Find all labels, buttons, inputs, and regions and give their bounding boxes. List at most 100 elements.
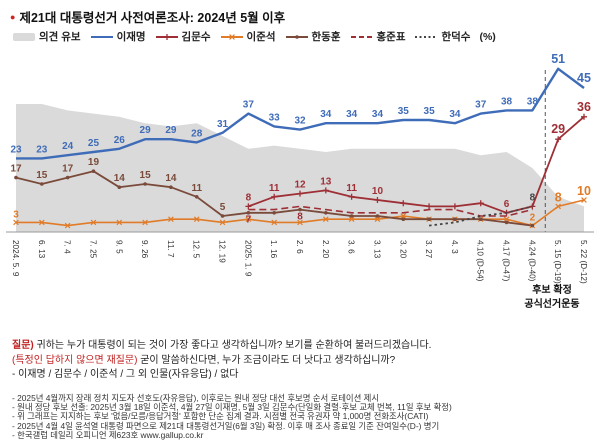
question-line-1: 질문) 귀하는 누가 대통령이 되는 것이 가장 좋다고 생각하십니까? 보기를… xyxy=(12,339,431,354)
title-text: 제21대 대통령선거 사전여론조사: 2024년 5월 이후 xyxy=(19,11,286,25)
kim_moonsoo-value-label: 6 xyxy=(504,199,510,210)
x-axis-labels: 2024. 5. 9 6. 13 7. 4 7. 25 9. 5 9. 26 11. 7 12… xyxy=(11,240,588,284)
lee_jaemyung-value-label: 51 xyxy=(551,52,565,66)
lee_junseok-swatch-icon xyxy=(220,33,243,40)
lee_jaemyung-swatch-icon xyxy=(90,35,113,38)
x-axis-label: 3. 27 xyxy=(424,240,433,259)
legend-label: 의견 유보 xyxy=(39,31,81,43)
lee_jaemyung-value-label: 45 xyxy=(577,71,591,85)
hong_joonpyo-swatch-icon xyxy=(350,35,373,38)
x-axis-label: 7. 4 xyxy=(63,240,72,254)
lee_jaemyung-value-label: 34 xyxy=(449,109,461,120)
lee_junseok-markers xyxy=(13,197,587,229)
han_ducksoo-line xyxy=(428,205,533,227)
lee_jaemyung-value-label: 34 xyxy=(372,109,384,120)
lee_jaemyung-value-label: 37 xyxy=(243,100,255,111)
legend-label: 한덕수 xyxy=(441,31,471,43)
kim_moonsoo-markers xyxy=(245,113,587,216)
lee_jaemyung-value-label: 23 xyxy=(36,144,48,155)
han_donghoon-value-label: 15 xyxy=(36,170,48,181)
x-axis-label: 4.24 (D-40) xyxy=(527,240,536,282)
han_donghoon-value-label: 14 xyxy=(114,173,126,184)
x-axis-label: 4.17 (D-47) xyxy=(502,240,511,282)
footnotes: - 2025년 4월까지 장래 정치 지도자 선호도(자유응답), 이후로는 원… xyxy=(12,393,452,440)
kim_moonsoo-value-label: 10 xyxy=(372,186,384,197)
han_ducksoo-value-labels: 8 xyxy=(530,192,536,203)
campaign-annotation: 후보 확정 공식선거운동 xyxy=(500,284,600,312)
han_ducksoo-value-label: 8 xyxy=(530,192,536,203)
x-axis-label: 9. 5 xyxy=(114,240,123,254)
lee_junseok-value-labels: 3 2 8 10 xyxy=(13,184,591,224)
lee_junseok-value-label: 10 xyxy=(577,184,591,198)
lee_jaemyung-value-label: 26 xyxy=(114,135,126,146)
title-bullet-icon: ● xyxy=(10,12,16,22)
lee_jaemyung-value-label: 34 xyxy=(320,109,332,120)
x-axis-label: 5. 15 (D-19) xyxy=(553,240,562,284)
x-axis-label: 5. 22 (D-12) xyxy=(579,240,588,284)
hong_joonpyo-value-label: 8 xyxy=(297,211,303,222)
footnote-line: - 2025년 4월 4일 윤석열 대통령 파면으로 제21대 대통령선거일(6… xyxy=(12,420,440,431)
han_donghoon-value-labels: 17 15 17 19 14 15 14 11 5 xyxy=(10,157,225,213)
x-axis-label: 3. 6 xyxy=(347,240,356,254)
hong_joonpyo-line xyxy=(248,205,533,217)
lee_jaemyung-value-label: 34 xyxy=(346,109,358,120)
legend-label: 홍준표 xyxy=(376,31,406,43)
lee_jaemyung-value-label: 37 xyxy=(475,100,487,111)
kim_moonsoo-value-label: 13 xyxy=(320,176,332,187)
x-axis-label: 2. 20 xyxy=(321,240,330,259)
lee_junseok-value-label: 2 xyxy=(530,213,536,224)
legend-label: 이준석 xyxy=(246,31,276,43)
lee_jaemyung-value-label: 25 xyxy=(88,138,100,149)
han_donghoon-value-label: 15 xyxy=(140,170,152,181)
x-axis-label: 2. 6 xyxy=(295,240,304,254)
x-axis-label: 1. 16 xyxy=(269,240,278,259)
legend-item-lee_jaemyung: 이재명 xyxy=(90,29,146,44)
lee_jaemyung-line xyxy=(16,67,585,160)
question-prefix: 질문) xyxy=(12,340,34,351)
lee_jaemyung-value-labels: 23 23 24 25 26 29 29 28 31 37 33 32 34 34 34 35 35 34 37 38… xyxy=(10,52,591,156)
page-title: ● 제21대 대통령선거 사전여론조사: 2024년 5월 이후 xyxy=(10,7,285,26)
official-campaign-label: 공식선거운동 xyxy=(524,299,580,310)
x-axis-label: 12. 5 xyxy=(192,240,201,259)
han_donghoon-markers xyxy=(14,169,535,228)
legend-label: 한동훈 xyxy=(311,31,341,43)
lee_jaemyung-value-label: 24 xyxy=(62,141,74,152)
kim_moonsoo-value-label: 29 xyxy=(551,122,565,136)
x-axis-label: 12. 19 xyxy=(218,240,227,263)
lee_jaemyung-value-label: 33 xyxy=(269,112,281,123)
hong_joonpyo-value-label: 7 xyxy=(246,215,252,226)
kim_moonsoo-swatch-icon xyxy=(155,33,178,40)
question-text: 귀하는 누가 대통령이 되는 것이 가장 좋다고 생각하십니까? 보기를 순환하… xyxy=(36,340,432,351)
x-axis-label: 4. 3 xyxy=(450,240,459,254)
survey-question: 질문) 귀하는 누가 대통령이 되는 것이 가장 좋다고 생각하십니까? 보기를… xyxy=(12,339,431,383)
question-line-2: (특정인 답하지 않으면 재질문) 굳이 말씀하신다면, 누가 조금이라도 더 … xyxy=(12,354,431,369)
lee_jaemyung-value-label: 31 xyxy=(217,119,229,130)
han_donghoon-swatch-icon xyxy=(285,34,308,39)
lee_jaemyung-value-label: 32 xyxy=(294,116,306,127)
lee_jaemyung-value-label: 38 xyxy=(527,96,539,107)
lee_jaemyung-value-label: 35 xyxy=(424,106,436,117)
kim_moonsoo-value-label: 36 xyxy=(577,100,591,114)
legend-item-hong_joonpyo: 홍준표 xyxy=(350,29,406,44)
requestion-text: 굳이 말씀하신다면, 누가 조금이라도 더 낫다고 생각하십니까? xyxy=(140,354,396,366)
lee_jaemyung-value-label: 38 xyxy=(501,96,513,107)
footnote-line: - 한국갤럽 데일리 오피니언 제623호 www.gallup.co.kr xyxy=(12,429,204,440)
han_donghoon-value-label: 14 xyxy=(165,173,177,184)
han_donghoon-value-label: 17 xyxy=(62,164,74,175)
legend-item-kim_moonsoo: 김문수 xyxy=(155,29,211,44)
legend-unit: (%) xyxy=(479,30,496,43)
question-options: - 이재명 / 김문수 / 이준석 / 그 외 인물(자유응답) / 없다 xyxy=(12,369,239,380)
x-axis-label: 2025. 1. 9 xyxy=(243,240,252,277)
kim_moonsoo-value-label: 12 xyxy=(294,180,306,191)
lee_junseok-value-label: 8 xyxy=(555,190,562,204)
legend-item-han_donghoon: 한동훈 xyxy=(285,29,341,44)
lee_junseok-value-label: 3 xyxy=(13,209,19,220)
footnote-line: - 2025년 4월까지 장래 정치 지도자 선호도(자유응답), 이후로는 원… xyxy=(12,393,380,403)
kim_moonsoo-value-label: 8 xyxy=(246,192,252,203)
han_ducksoo-swatch-icon xyxy=(415,35,438,38)
han_donghoon-value-label: 11 xyxy=(191,183,202,194)
legend-label: 김문수 xyxy=(181,31,211,43)
